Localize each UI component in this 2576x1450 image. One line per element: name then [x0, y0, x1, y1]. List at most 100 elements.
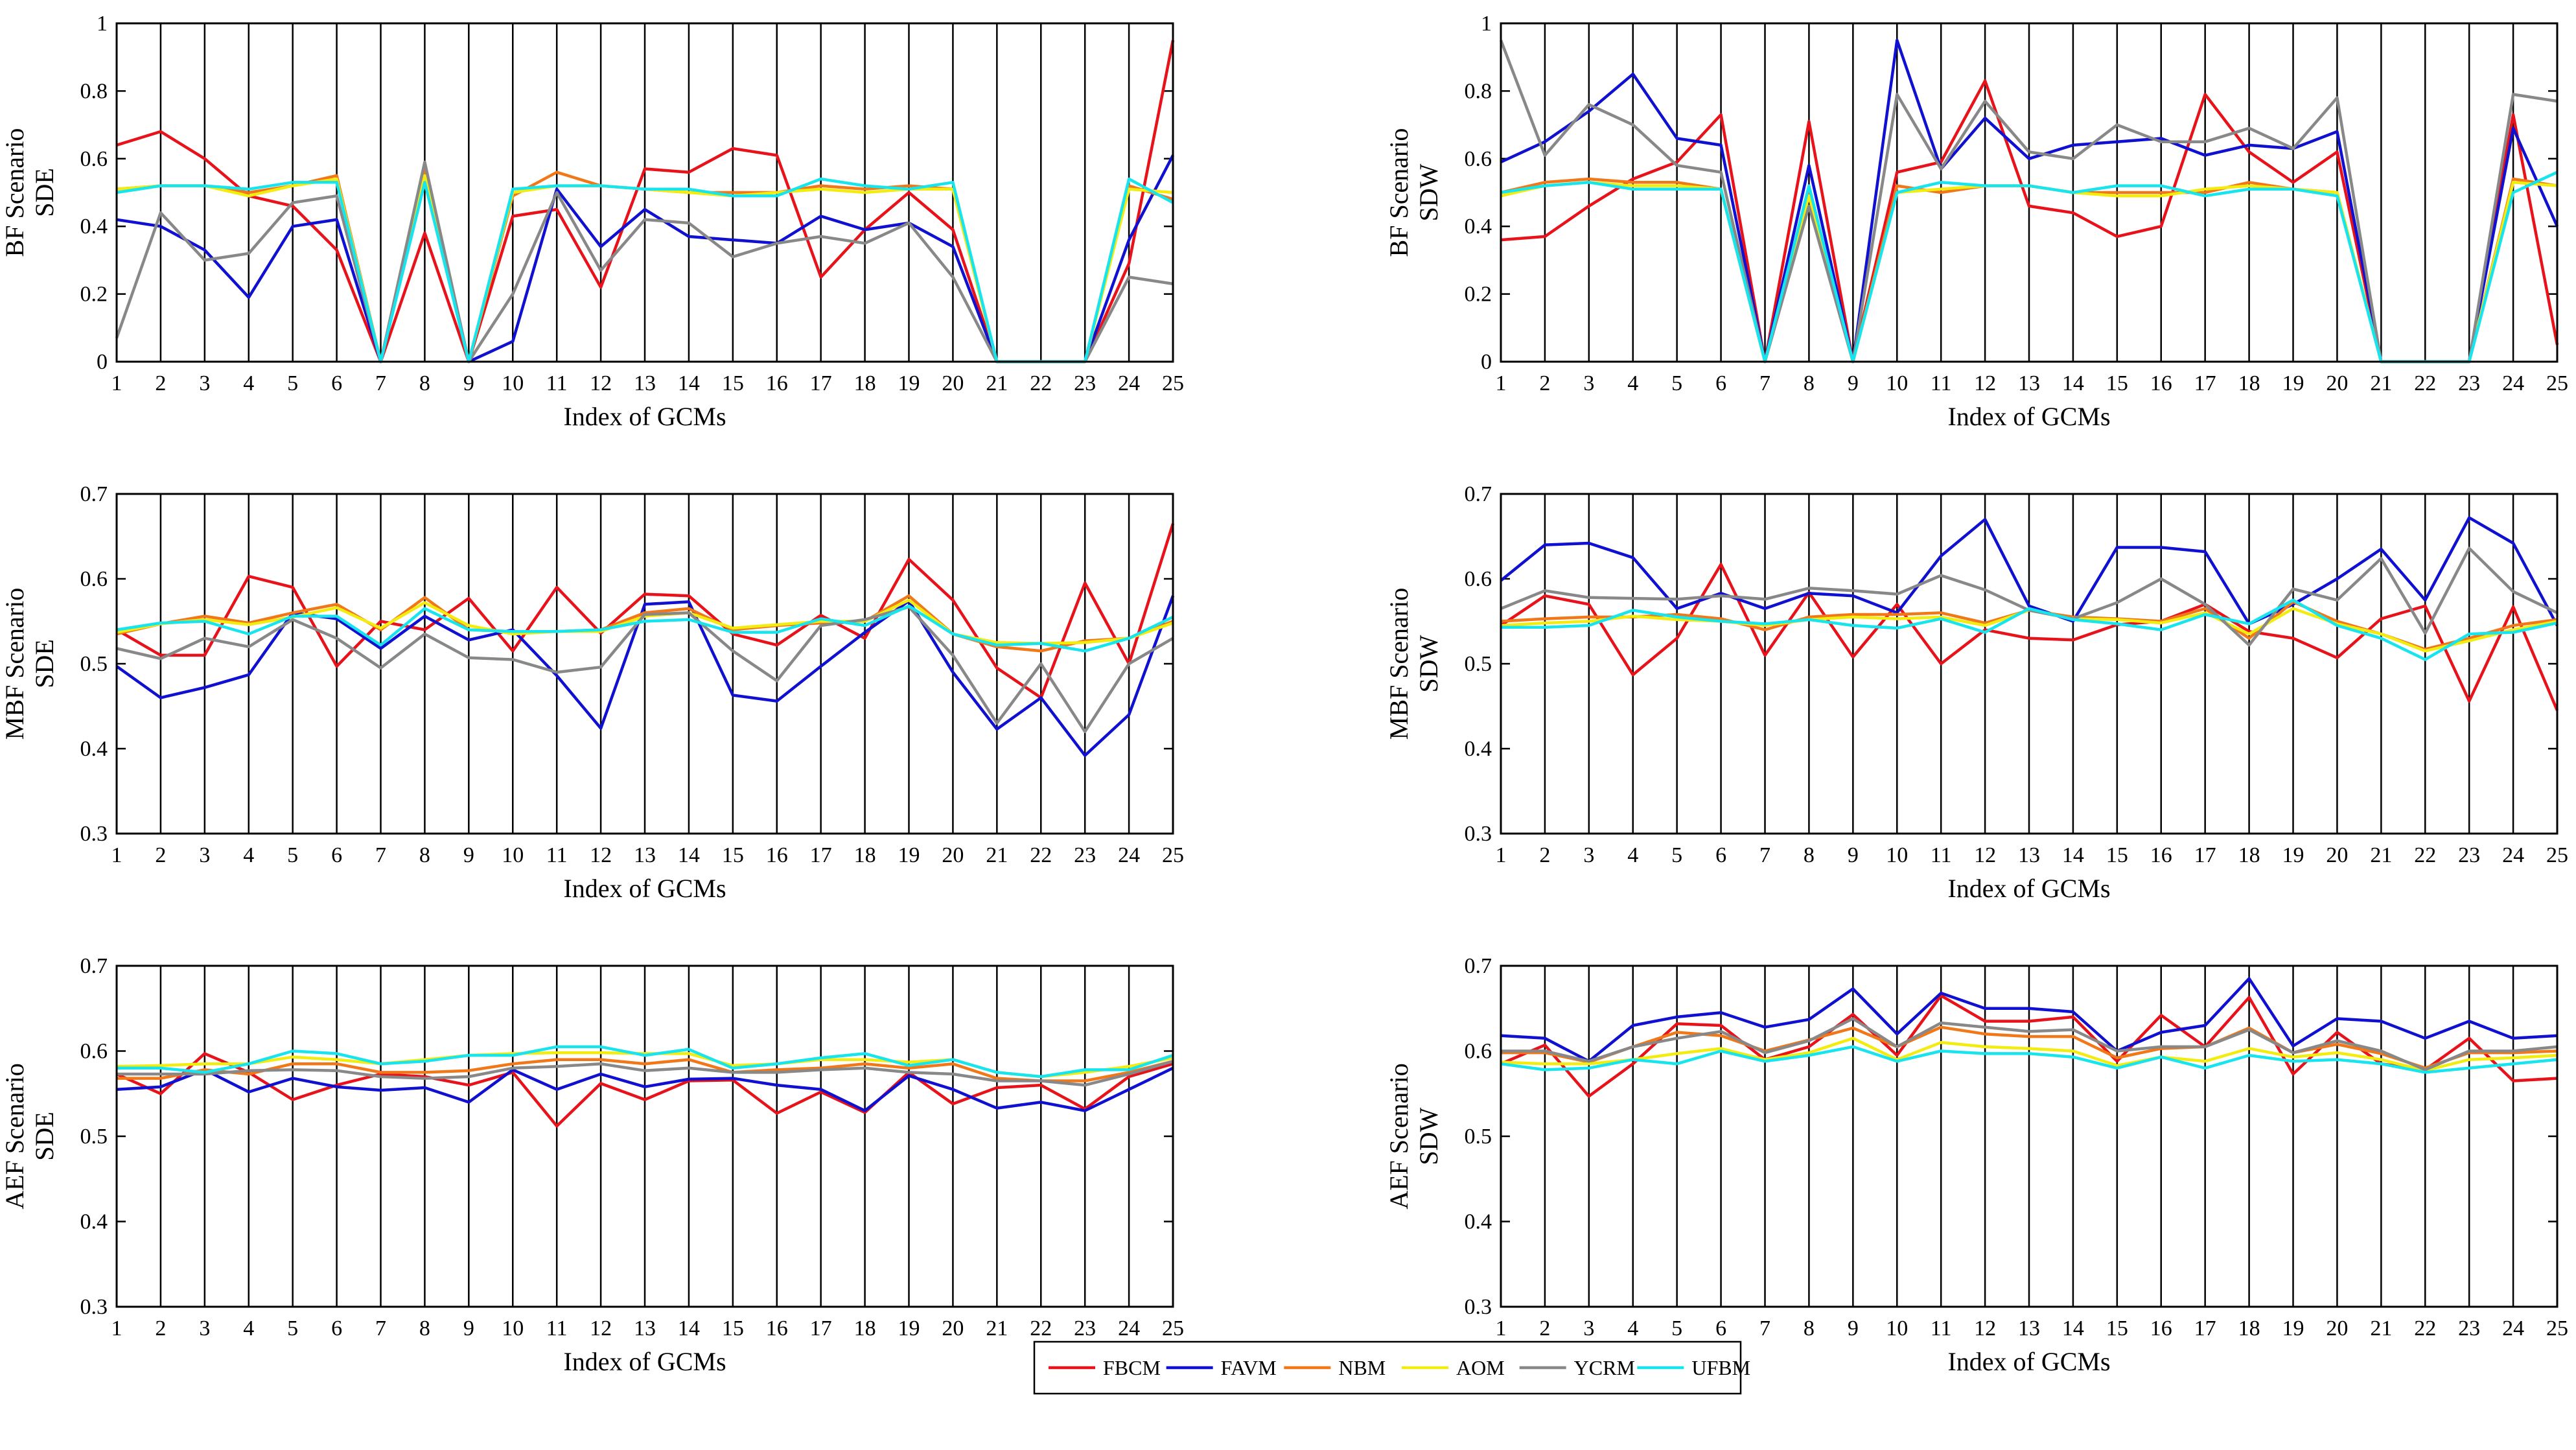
y-tick-label: 0.4: [1465, 737, 1492, 761]
y-axis-title-line: BF Scenario: [0, 128, 29, 257]
x-tick-label: 22: [1030, 371, 1052, 395]
x-tick-label: 4: [1627, 1316, 1638, 1340]
y-tick-label: 0.4: [1465, 1210, 1492, 1234]
x-tick-label: 16: [2150, 1316, 2172, 1340]
y-tick-label: 0.6: [1465, 147, 1492, 171]
x-tick-label: 17: [810, 843, 832, 867]
plot-frame: [1500, 493, 2559, 835]
x-tick-label: 1: [1496, 371, 1507, 395]
x-tick-label: 11: [546, 843, 568, 867]
x-tick-label: 8: [419, 1316, 430, 1340]
series-line-ufbm: [117, 1045, 1174, 1079]
y-tick-label: 0.6: [1465, 567, 1492, 591]
x-axis-title: Index of GCMs: [563, 402, 726, 431]
x-tick-label: 7: [375, 1316, 386, 1340]
x-tick-label: 2: [1539, 843, 1550, 867]
plot-frame: [115, 965, 1174, 1308]
x-tick-label: 1: [111, 371, 122, 395]
x-tick-label: 10: [1886, 843, 1908, 867]
y-tick-label: 0.5: [1465, 1125, 1492, 1149]
x-tick-label: 13: [2018, 843, 2040, 867]
y-tick-label: 0.5: [1465, 652, 1492, 676]
legend-box: [1033, 1340, 1742, 1395]
series-line-ufbm: [1501, 598, 2558, 661]
x-tick-label: 18: [2238, 1316, 2260, 1340]
x-tick-label: 17: [810, 371, 832, 395]
x-tick-label: 7: [375, 843, 386, 867]
x-tick-label: 23: [1074, 371, 1096, 395]
x-tick-label: 4: [243, 843, 254, 867]
y-tick-label: 0: [1481, 350, 1492, 374]
x-tick-label: 3: [199, 843, 210, 867]
y-tick-label: 1: [97, 12, 108, 36]
legend-label-ycrm: YCRM: [1574, 1356, 1635, 1379]
x-tick-label: 3: [1583, 843, 1594, 867]
y-tick-label: 0.3: [1465, 1295, 1492, 1319]
y-axis-title-line: MBF Scenario: [1384, 588, 1413, 740]
x-tick-label: 25: [2546, 371, 2568, 395]
x-tick-label: 12: [590, 1316, 612, 1340]
x-tick-label: 2: [155, 843, 166, 867]
x-tick-label: 25: [1162, 843, 1184, 867]
x-tick-label: 18: [854, 843, 876, 867]
y-axis-title: BF ScenarioSDE: [0, 128, 59, 257]
x-axis-title: Index of GCMs: [1947, 874, 2110, 903]
x-tick-label: 21: [2370, 843, 2392, 867]
x-tick-label: 13: [634, 371, 656, 395]
y-tick-label: 0.6: [1465, 1040, 1492, 1064]
x-tick-label: 12: [590, 371, 612, 395]
plot-frame: [115, 493, 1174, 835]
x-tick-label: 4: [243, 371, 254, 395]
x-tick-label: 17: [2194, 371, 2216, 395]
x-tick-label: 1: [1496, 1316, 1507, 1340]
x-tick-label: 3: [1583, 371, 1594, 395]
legend: FBCM FAVM NBM AOM YCRM UFBM: [1033, 1340, 1750, 1395]
legend-label-fbcm: FBCM: [1103, 1356, 1161, 1379]
x-tick-label: 14: [678, 843, 700, 867]
x-tick-label: 11: [1931, 843, 1952, 867]
x-tick-label: 6: [331, 371, 342, 395]
x-tick-label: 23: [2458, 1316, 2480, 1340]
x-tick-label: 2: [1539, 371, 1550, 395]
y-tick-label: 0.2: [80, 283, 108, 307]
x-tick-label: 1: [111, 843, 122, 867]
legend-label-favm: FAVM: [1221, 1356, 1277, 1379]
y-axis-title-line: SDW: [1414, 635, 1443, 692]
x-tick-label: 15: [2106, 1316, 2128, 1340]
x-tick-label: 24: [1118, 843, 1140, 867]
x-tick-label: 17: [2194, 843, 2216, 867]
x-tick-label: 24: [1118, 371, 1140, 395]
series-line-ycrm: [1500, 546, 2558, 647]
y-tick-label: 0.3: [1465, 822, 1492, 846]
x-tick-label: 13: [2018, 371, 2040, 395]
x-tick-label: 1: [1496, 843, 1507, 867]
x-tick-label: 16: [2150, 843, 2172, 867]
x-tick-label: 12: [590, 843, 612, 867]
y-tick-label: 0.5: [80, 652, 108, 676]
y-tick-label: 0.8: [80, 79, 108, 103]
x-tick-label: 6: [1715, 843, 1726, 867]
series-line-nbm: [117, 1058, 1174, 1082]
x-tick-label: 24: [2502, 843, 2524, 867]
plot-frame: [1500, 22, 2559, 363]
series-line-favm: [1500, 977, 2558, 1063]
y-axis-title: MBF ScenarioSDE: [0, 588, 59, 740]
legend-label-ufbm: UFBM: [1691, 1356, 1750, 1379]
y-axis-title-line: AEF Scenario: [0, 1063, 29, 1210]
x-tick-label: 3: [199, 371, 210, 395]
y-tick-label: 0.3: [80, 822, 108, 846]
x-tick-label: 21: [986, 371, 1008, 395]
series-line-fbcm: [1500, 563, 2559, 711]
x-tick-label: 14: [678, 371, 700, 395]
y-axis-title-line: SDE: [30, 1112, 59, 1161]
x-tick-label: 10: [502, 1316, 524, 1340]
x-tick-label: 15: [2106, 371, 2128, 395]
series-line-ufbm: [116, 604, 1174, 653]
x-tick-label: 13: [634, 1316, 656, 1340]
x-tick-label: 25: [2546, 843, 2568, 867]
x-tick-label: 16: [766, 843, 788, 867]
x-tick-label: 11: [1931, 1316, 1952, 1340]
x-tick-label: 11: [546, 371, 568, 395]
x-tick-label: 16: [2150, 371, 2172, 395]
x-tick-label: 12: [1974, 371, 1996, 395]
